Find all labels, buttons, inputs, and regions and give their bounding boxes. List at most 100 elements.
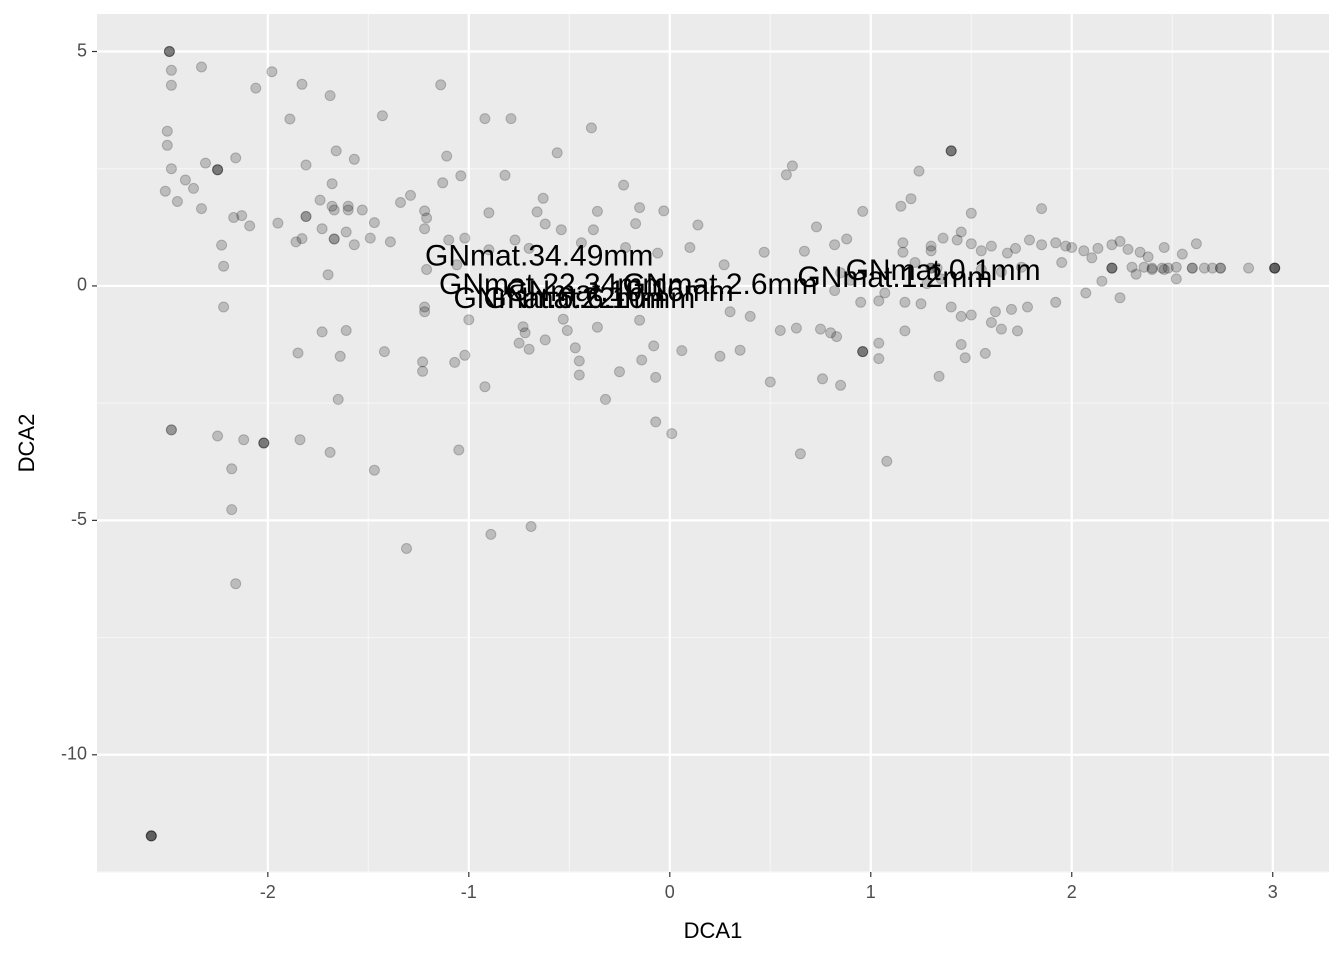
data-point [517,321,529,333]
data-point [955,226,967,238]
data-point [258,437,270,449]
data-point [965,207,977,219]
data-point [328,233,340,245]
data-point [873,353,885,365]
data-point [614,366,625,378]
data-point [1170,261,1182,273]
data-point [758,246,770,258]
x-axis-title: DCA1 [684,918,743,943]
data-point [913,165,925,177]
data-point [945,301,957,313]
data-point [401,543,412,554]
data-point [1198,262,1210,274]
data-point [1176,248,1188,260]
data-point [881,455,893,467]
data-point [634,202,646,214]
data-point [212,164,224,176]
data-point [161,139,173,151]
data-point [1269,262,1281,274]
data-point [218,301,230,313]
data-point [790,322,802,334]
data-point [899,296,911,308]
data-point [238,434,250,446]
species-label: GNmat.10.16mm [505,275,733,308]
data-point [811,221,822,233]
data-point [561,325,573,336]
data-point [925,262,937,274]
data-point [1215,262,1226,274]
x-tick-label: 2 [1067,882,1077,902]
x-tick-label: -1 [461,882,477,902]
data-point [600,393,611,405]
data-point [525,521,537,532]
data-point [419,223,431,235]
data-point [1158,242,1170,253]
data-point [1016,261,1027,273]
data-point [421,264,433,275]
data-point [1024,234,1035,246]
species-label: GNmat.6.10mm [484,282,696,315]
data-point [897,246,909,258]
data-point [1138,261,1150,273]
data-point [905,193,917,205]
data-point [959,352,971,364]
data-point [419,301,431,313]
data-point [419,205,431,217]
data-point [463,314,475,326]
species-label: GNmat.34.49mm [425,240,653,273]
data-point [829,285,841,297]
data-point [658,205,670,217]
data-point [845,274,857,286]
data-point [378,346,390,358]
data-point [188,182,199,194]
data-point [630,218,642,230]
data-point [921,278,933,290]
data-point [328,204,340,216]
data-point [857,346,869,358]
data-point [575,237,587,249]
data-point [145,830,157,842]
data-point [328,233,340,245]
data-point [1106,239,1118,251]
data-point [226,463,238,475]
data-point [479,113,491,125]
data-point [815,323,826,335]
data-point [537,192,549,204]
data-point [855,296,867,308]
data-point [348,153,360,165]
minor-gridlines [97,14,1329,873]
data-point [1001,247,1013,259]
data-point [935,273,947,285]
x-tick-label: 3 [1268,882,1278,902]
data-point [332,393,344,405]
data-point [212,164,224,176]
data-point [1036,203,1048,215]
data-point [200,157,211,169]
y-axis-title: DCA2 [14,414,39,473]
major-gridlines [97,14,1329,872]
data-point [1086,252,1098,264]
data-point [258,437,270,449]
data-point [316,326,328,338]
data-point [499,169,511,181]
data-point [1269,262,1281,274]
data-point [557,313,569,325]
data-point [1096,275,1108,287]
data-point [1269,262,1281,274]
data-point [1012,325,1023,337]
species-label: GNmat.2.6mm [622,268,817,301]
data-point [1122,243,1134,255]
data-point [1206,262,1218,274]
data-point [300,211,312,222]
data-point [1158,264,1170,275]
data-point [258,437,270,449]
data-point [724,306,736,318]
data-point [505,113,517,125]
data-point [523,242,535,254]
data-point [652,247,664,259]
data-point [985,317,997,328]
species-label: GNmat.6.22mm [453,282,665,315]
data-point [364,232,376,244]
data-point [449,356,461,368]
